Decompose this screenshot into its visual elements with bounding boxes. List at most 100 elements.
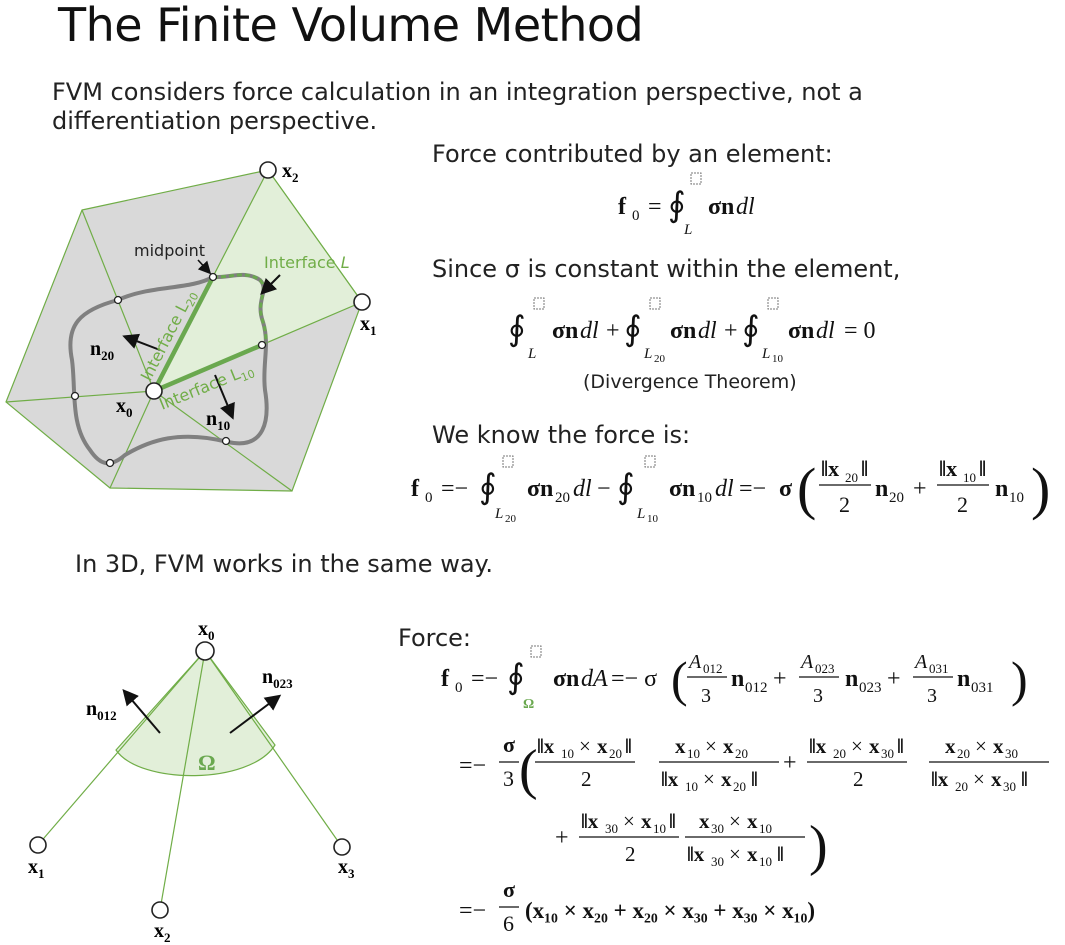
- svg-text:= 0: = 0: [844, 318, 876, 344]
- svg-text:σn: σn: [669, 476, 695, 502]
- svg-text:n: n: [995, 476, 1008, 502]
- svg-text:): ): [809, 815, 828, 877]
- equation-force-2d: f 0 =− ∮ L 20 σn 20 dl − ∮ L 10 σn 10 dl…: [411, 455, 1050, 525]
- svg-text:‖x: ‖x: [939, 456, 957, 481]
- svg-text:30: 30: [711, 854, 724, 869]
- svg-text:‖x: ‖x: [581, 809, 599, 833]
- svg-text:3: 3: [701, 685, 711, 707]
- svg-text:20: 20: [505, 513, 517, 525]
- svg-text:=−: =−: [739, 476, 766, 502]
- svg-text:dl: dl: [573, 476, 592, 502]
- svg-text:=−: =−: [441, 476, 468, 502]
- svg-text:x: x: [597, 734, 608, 758]
- n10-arrow: [214, 374, 235, 420]
- svg-text:023: 023: [859, 680, 882, 696]
- svg-text:x: x: [675, 734, 686, 758]
- svg-text:‖: ‖: [979, 456, 986, 481]
- svg-text:dl: dl: [715, 476, 734, 502]
- svg-text:σn: σn: [670, 318, 696, 344]
- svg-text:30: 30: [881, 746, 894, 761]
- svg-text:30: 30: [1005, 746, 1018, 761]
- interface-L20-line: [152, 275, 215, 393]
- svg-text:σ: σ: [503, 877, 515, 902]
- svg-text:L: L: [527, 346, 536, 362]
- n023-arrow: [229, 694, 282, 734]
- svg-text:10: 10: [963, 470, 976, 485]
- svg-text:‖: ‖: [669, 809, 676, 833]
- svg-text:x: x: [747, 809, 758, 833]
- label-x0: x0: [116, 395, 133, 420]
- svg-text:20: 20: [889, 490, 904, 506]
- force-by-element-label: Force contributed by an element:: [432, 140, 833, 168]
- tet-edges: [37, 650, 343, 911]
- interface-L-arrow: [260, 274, 281, 295]
- svg-text:x: x: [991, 767, 1002, 791]
- svg-text:n: n: [957, 666, 970, 692]
- label-3d-x0: x0: [198, 618, 215, 643]
- svg-text:dl: dl: [816, 318, 835, 344]
- svg-text:‖x: ‖x: [537, 734, 555, 758]
- svg-text:∮: ∮: [508, 311, 526, 348]
- svg-text:0: 0: [425, 490, 433, 506]
- svg-text:+: +: [783, 750, 797, 776]
- svg-text:n: n: [731, 666, 744, 692]
- label-interface-L: Interface L: [264, 253, 350, 272]
- svg-text:031: 031: [971, 680, 994, 696]
- svg-text:σn: σn: [527, 476, 553, 502]
- svg-text:‖x: ‖x: [687, 842, 705, 866]
- label-3d-x3: x3: [338, 856, 355, 881]
- svg-text:10: 10: [772, 353, 784, 365]
- svg-text:10: 10: [561, 746, 574, 761]
- svg-text:‖: ‖: [751, 767, 758, 791]
- label-n10: n10: [206, 408, 230, 433]
- svg-text:2: 2: [625, 842, 636, 866]
- svg-text:x: x: [945, 734, 956, 758]
- label-3d-x2: x2: [154, 920, 171, 945]
- svg-text:2: 2: [581, 767, 592, 791]
- svg-text:012: 012: [745, 680, 768, 696]
- control-volume-curve: [68, 272, 269, 466]
- svg-text:‖: ‖: [861, 456, 868, 481]
- svg-text:dl: dl: [736, 194, 755, 220]
- svg-text:20: 20: [733, 779, 746, 794]
- sigma-constant-label: Since σ is constant within the element,: [432, 255, 901, 283]
- svg-text:10: 10: [685, 779, 698, 794]
- svg-text:∮: ∮: [624, 311, 642, 348]
- svg-text:∮: ∮: [617, 469, 635, 506]
- svg-text:dA: dA: [581, 666, 608, 692]
- svg-text:x: x: [721, 767, 732, 791]
- svg-text:×: ×: [703, 767, 715, 791]
- svg-text:×: ×: [729, 842, 741, 866]
- svg-text:f: f: [618, 194, 627, 220]
- label-n012: n012: [86, 698, 117, 723]
- svg-text:f: f: [411, 476, 420, 502]
- svg-text:×: ×: [975, 734, 987, 758]
- svg-text:n: n: [845, 666, 858, 692]
- svg-text:A: A: [913, 651, 928, 673]
- svg-text:×: ×: [851, 734, 863, 758]
- svg-text:‖x: ‖x: [661, 767, 679, 791]
- svg-text:A: A: [799, 651, 814, 673]
- svg-text:20: 20: [833, 746, 846, 761]
- svg-text:0: 0: [632, 208, 640, 224]
- fvm-3d-figure: Ω x0 x1 x2 x3 n012 n023: [28, 618, 355, 945]
- svg-text:x: x: [869, 734, 880, 758]
- label-x1: x1: [360, 313, 377, 338]
- equations-3d: f 0 =− ∮ Ω σn dA =− σ ( A 012 3 n 012 + …: [441, 645, 1049, 936]
- svg-text:L: L: [636, 506, 645, 522]
- svg-text:+: +: [887, 666, 901, 692]
- svg-text:x: x: [747, 842, 758, 866]
- equation-element-force: f 0 = ∮ L σn dl: [618, 172, 755, 238]
- svg-text:σn: σn: [788, 318, 814, 344]
- svg-text:10: 10: [759, 821, 772, 836]
- svg-text:L: L: [643, 346, 652, 362]
- midpoint-arrow: [197, 259, 212, 275]
- svg-text:σn: σn: [552, 318, 578, 344]
- svg-text:3: 3: [927, 685, 937, 707]
- svg-text:6: 6: [503, 911, 514, 936]
- svg-text:+: +: [773, 666, 787, 692]
- n012-arrow: [122, 688, 161, 734]
- label-n20: n20: [90, 338, 114, 363]
- svg-text:‖x: ‖x: [931, 767, 949, 791]
- svg-text:×: ×: [973, 767, 985, 791]
